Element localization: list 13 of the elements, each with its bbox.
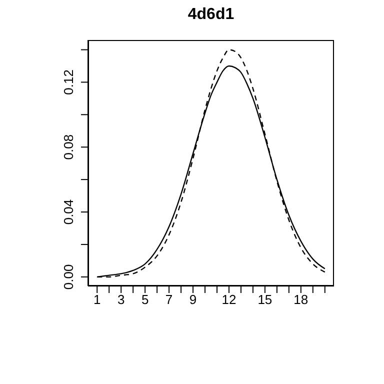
y-tick-label: 0.08	[61, 134, 76, 160]
y-tick-label: 0.00	[61, 264, 76, 290]
x-tick-label: 9	[189, 292, 197, 308]
x-tick-label: 1	[93, 292, 101, 308]
y-tick-label: 0.04	[61, 199, 76, 225]
x-tick-label: 18	[294, 292, 308, 308]
y-tick-label: 0.12	[61, 70, 76, 95]
x-tick-label: 3	[117, 292, 125, 308]
x-tick-label: 15	[258, 292, 272, 308]
x-tick-label: 12	[222, 292, 236, 308]
chart-title: 4d6d1	[186, 6, 236, 24]
x-tick-label: 5	[141, 292, 149, 308]
x-tick-label: 7	[165, 292, 173, 308]
